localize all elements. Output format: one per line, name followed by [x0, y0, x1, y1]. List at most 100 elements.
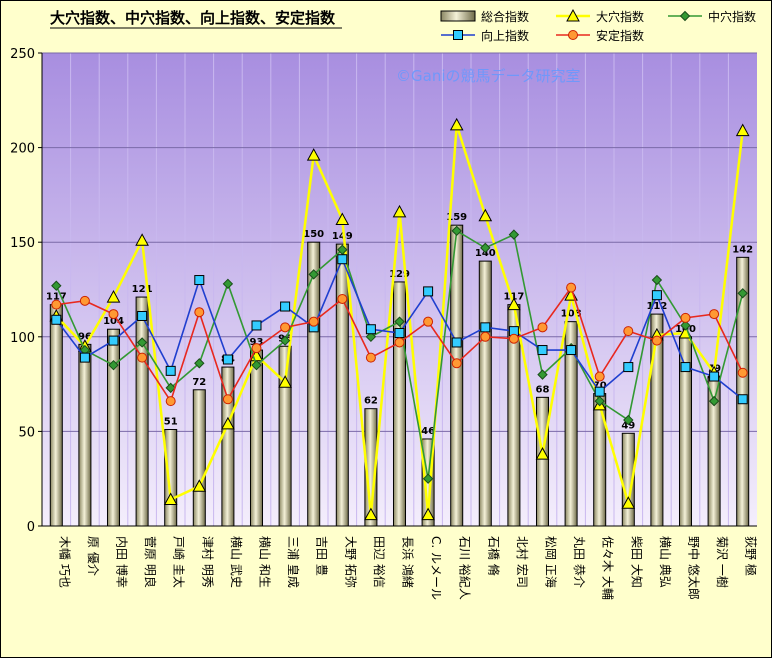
- bar-value-label: 159: [446, 212, 467, 223]
- category-label: 内田 博幸: [115, 536, 130, 588]
- y-tick-label: 250: [10, 47, 35, 62]
- bar-value-label: 72: [192, 377, 206, 388]
- point-rising: [194, 275, 205, 286]
- bar-value-label: 149: [332, 231, 353, 242]
- point-rising: [623, 362, 634, 373]
- point-stable: [108, 309, 119, 320]
- category-label: 菊沢 一樹: [715, 536, 729, 588]
- category-label: C. ルメール: [429, 536, 443, 600]
- bar-total-index: [221, 366, 235, 527]
- bar-total-index: [364, 408, 378, 527]
- point-medium-hole: [623, 414, 634, 426]
- point-rising: [566, 345, 577, 356]
- bar-value-label: 108: [561, 309, 582, 320]
- point-stable: [194, 307, 205, 318]
- point-stable: [480, 331, 491, 342]
- point-rising: [108, 335, 119, 346]
- point-large-hole: [507, 297, 521, 311]
- legend-label: 中穴指数: [708, 9, 756, 24]
- line-series: [49, 117, 750, 521]
- point-stable: [308, 316, 319, 327]
- point-medium-hole: [136, 337, 148, 348]
- bar-total-index: [164, 429, 178, 527]
- point-stable: [165, 396, 176, 407]
- point-rising: [365, 324, 376, 335]
- y-tick-label: 100: [10, 331, 35, 346]
- point-medium-hole: [480, 242, 491, 254]
- point-large-hole: [478, 208, 493, 222]
- gridlines: [42, 52, 757, 527]
- bar-total-index: [49, 304, 63, 527]
- point-stable: [680, 312, 691, 323]
- bar-value-label: 49: [621, 420, 635, 431]
- point-medium-hole: [651, 274, 663, 286]
- point-large-hole: [278, 375, 292, 388]
- point-stable: [280, 322, 291, 333]
- point-large-hole: [364, 507, 378, 521]
- point-medium-hole: [422, 473, 434, 484]
- legend-label: 安定指数: [596, 28, 644, 43]
- legend-swatch-total-index: [440, 10, 476, 22]
- point-stable: [365, 352, 376, 363]
- legend-item-3: 向上指数: [441, 28, 529, 43]
- category-label: 石橋 脩: [486, 536, 500, 576]
- point-large-hole: [192, 479, 207, 492]
- point-stable: [737, 367, 748, 378]
- category-label: 横山 武史: [229, 536, 243, 588]
- bar-value-label: 104: [103, 316, 124, 327]
- point-large-hole: [421, 507, 435, 521]
- point-rising: [480, 322, 491, 333]
- point-stable: [651, 335, 662, 346]
- point-rising: [537, 345, 548, 356]
- bar-value-label: 93: [250, 337, 264, 348]
- bar-total-index: [335, 243, 349, 527]
- category-label: 吉田 豊: [315, 536, 329, 576]
- point-medium-hole: [279, 335, 291, 346]
- bar-value-label: 140: [475, 248, 496, 259]
- bar-value-label: 117: [503, 292, 524, 303]
- point-rising: [651, 290, 662, 301]
- category-label: 津村 明秀: [200, 536, 214, 588]
- bar-total-index: [535, 396, 550, 527]
- y-tick-label: 150: [10, 236, 35, 251]
- bar-value-label: 51: [164, 417, 178, 428]
- point-stable: [594, 371, 605, 382]
- point-medium-hole: [251, 359, 262, 371]
- point-stable: [451, 358, 462, 369]
- bar-value-label: 68: [536, 384, 550, 395]
- point-medium-hole: [308, 269, 319, 280]
- point-stable: [709, 309, 720, 320]
- watermark: ©Ganiの競馬データ研究室: [396, 67, 581, 85]
- point-large-hole: [306, 148, 321, 161]
- bar-value-label: 112: [646, 301, 667, 312]
- legend-item-4: 安定指数: [556, 28, 644, 43]
- bar-value-label: 46: [421, 426, 435, 437]
- category-label: 野中 悠太郎: [687, 536, 702, 600]
- point-large-hole: [106, 290, 121, 303]
- point-rising: [451, 337, 462, 348]
- bar-value-label: 117: [46, 292, 67, 303]
- point-rising: [337, 254, 348, 265]
- category-label: 木幡 巧也: [57, 536, 72, 588]
- point-large-hole: [135, 233, 149, 246]
- bar-total-index: [307, 241, 321, 527]
- category-label: 大野 拓弥: [343, 536, 358, 588]
- point-rising: [709, 371, 720, 382]
- point-large-hole: [163, 492, 178, 506]
- bar-total-index: [192, 389, 206, 527]
- bar-value-label: 129: [389, 269, 410, 280]
- point-medium-hole: [508, 229, 520, 240]
- point-medium-hole: [594, 395, 605, 407]
- bar-total-index: [650, 313, 664, 527]
- category-label: 横山 典弘: [658, 536, 672, 588]
- legend-label: 向上指数: [481, 28, 529, 43]
- point-large-hole: [392, 204, 407, 218]
- category-label: 菅原 明良: [143, 536, 158, 588]
- point-medium-hole: [537, 369, 548, 380]
- point-large-hole: [621, 496, 636, 509]
- category-label: 戸崎 圭太: [172, 536, 187, 588]
- point-rising: [423, 286, 434, 297]
- category-label: 石川 裕紀人: [458, 536, 473, 600]
- category-label: 長浜 鴻緒: [401, 536, 416, 588]
